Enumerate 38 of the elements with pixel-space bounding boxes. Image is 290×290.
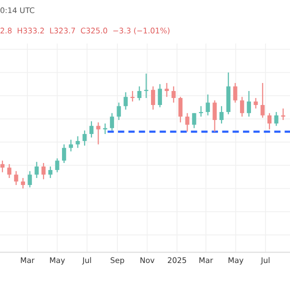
candlestick bbox=[185, 112, 190, 132]
candlestick bbox=[28, 170, 32, 188]
candlestick bbox=[82, 130, 87, 146]
candlestick bbox=[274, 111, 278, 126]
candlestick bbox=[89, 120, 94, 138]
candlestick bbox=[116, 102, 121, 121]
candlestick bbox=[212, 100, 217, 132]
candlestick bbox=[96, 122, 100, 145]
candlestick bbox=[103, 122, 108, 135]
candlestick bbox=[48, 166, 52, 179]
candlestick bbox=[41, 162, 46, 180]
candlestick bbox=[110, 112, 114, 132]
candlestick bbox=[55, 158, 60, 173]
candlestick bbox=[233, 82, 238, 104]
candlestick bbox=[137, 86, 142, 101]
candlestick bbox=[267, 112, 272, 130]
candlestick bbox=[34, 161, 39, 179]
candlestick bbox=[219, 106, 224, 124]
candlestick bbox=[260, 82, 265, 118]
candlestick bbox=[254, 97, 258, 110]
candlestick bbox=[14, 170, 18, 186]
candlestick bbox=[151, 86, 156, 110]
candlestick bbox=[68, 139, 73, 152]
candlestick bbox=[246, 90, 251, 118]
candlestick bbox=[206, 94, 210, 116]
candlestick bbox=[164, 82, 169, 98]
candlestick bbox=[144, 73, 148, 99]
candlestick bbox=[76, 136, 80, 148]
candlestick bbox=[172, 86, 176, 104]
candlestick bbox=[124, 92, 128, 110]
candlestick bbox=[20, 178, 26, 190]
candlestick bbox=[178, 96, 183, 123]
candlestick bbox=[240, 96, 244, 118]
candlestick bbox=[158, 84, 162, 108]
candlestick bbox=[62, 144, 66, 164]
candlestick bbox=[7, 164, 12, 179]
candlestick bbox=[192, 112, 196, 129]
candlestick bbox=[0, 160, 4, 173]
